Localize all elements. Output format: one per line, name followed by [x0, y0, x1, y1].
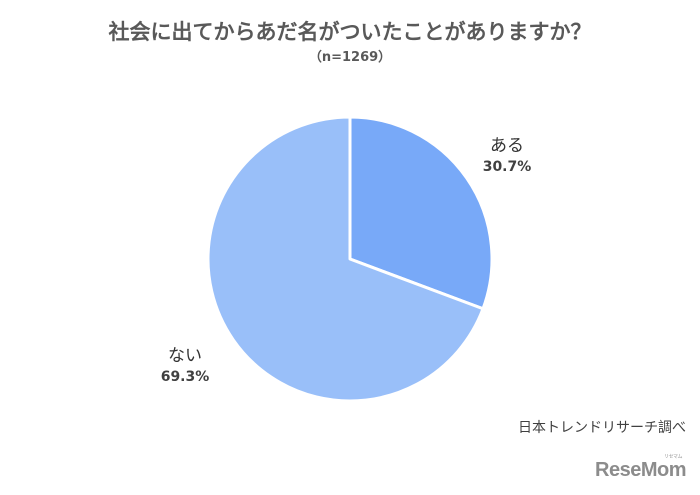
logo-text: ReseMom	[595, 459, 686, 481]
chart-title: 社会に出てからあだ名がついたことがありますか？	[108, 20, 592, 44]
slice-label-aru: ある 30.7%	[472, 131, 542, 175]
source-note: 日本トレンドリサーチ調べ	[518, 420, 686, 436]
slice-percent: 30.7%	[482, 159, 532, 175]
slice-label-nai: ない 69.3%	[150, 341, 220, 385]
logo-ruby: リセマム	[663, 454, 683, 460]
sample-size: （n=1269）	[308, 50, 392, 65]
pie-slice-0	[348, 115, 494, 311]
slice-name: ない	[168, 346, 202, 366]
slice-percent: 69.3%	[160, 369, 210, 385]
resemom-logo: ReseMom リセマム	[595, 454, 686, 482]
slice-name: ある	[490, 136, 524, 156]
pie-slice-1	[206, 115, 485, 403]
